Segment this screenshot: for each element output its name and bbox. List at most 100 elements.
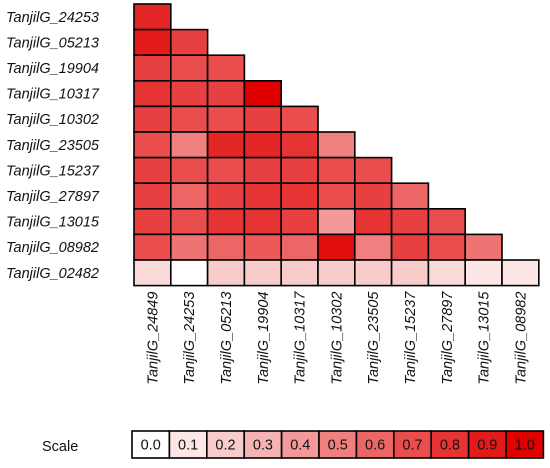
heatmap-cell [206,131,246,159]
heatmap-cell [243,208,282,236]
row-label: TanjilG_02482 [6,266,99,282]
heatmap-cell [280,105,319,133]
column-label: TanjilG_23505 [366,291,382,385]
heatmap-cell [206,156,246,185]
scale-swatch [505,430,545,459]
heatmap-cell [353,156,393,185]
heatmap-cell [353,259,393,287]
heatmap-cell [280,259,319,287]
scale-swatch [467,430,507,459]
heatmap-cell [133,259,172,287]
heatmap-cell [427,233,466,261]
heatmap-cell [133,208,172,236]
heatmap-cell [464,233,503,261]
heatmap-cell [390,182,430,210]
heatmap-cell [353,208,393,236]
heatmap-cell [206,208,246,236]
heatmap-cell [317,208,356,236]
heatmap-cell [427,208,466,236]
scale-tick-label: 1.0 [515,438,535,454]
heatmap-cell [427,259,466,287]
row-label: TanjilG_19904 [6,61,99,77]
scale-tick-label: 0.0 [141,438,161,454]
heatmap-cell [170,233,209,261]
heatmap-cell [170,54,209,82]
heatmap-cell [133,156,172,185]
scale-tick-label: 0.4 [290,438,310,454]
row-label: TanjilG_24253 [6,10,99,26]
row-label: TanjilG_27897 [6,189,100,205]
heatmap-cell [280,131,319,159]
heatmap-cell [133,182,172,210]
heatmap-cell [353,182,393,210]
heatmap-cell [243,233,282,261]
heatmap-cell [390,259,430,287]
scale-swatch [206,430,246,459]
scale-swatch [131,430,171,459]
scale-tick-label: 0.9 [477,438,497,454]
heatmap-cell [170,208,209,236]
row-label: TanjilG_13015 [6,215,100,231]
heatmap-cell [280,233,319,261]
heatmap-cell [390,208,430,236]
column-label: TanjilG_15237 [403,291,419,385]
heatmap-cell [170,28,209,57]
scale-swatch [168,430,208,459]
heatmap-cell [133,80,172,108]
scale-tick-label: 0.5 [328,438,348,454]
column-label: TanjilG_08982 [513,292,529,385]
heatmap-cell [317,182,356,210]
heatmap-cell [206,259,246,287]
heatmap-cell [206,80,246,108]
column-label: TanjilG_05213 [219,292,235,385]
row-label: TanjilG_10302 [6,112,99,128]
scale-tick-label: 0.8 [440,438,460,454]
heatmap-cell [317,233,356,261]
heatmap-cell [133,105,172,133]
heatmap-cell [280,182,319,210]
heatmap-cell [206,233,246,261]
heatmap-cell [243,105,282,133]
heatmap-cell [464,259,503,287]
scale-tick-label: 0.1 [178,438,198,454]
scale-title: Scale [42,439,78,455]
scale-swatch [280,430,320,459]
heatmap-cell [133,3,172,31]
row-label: TanjilG_05213 [6,35,99,51]
heatmap-cell [243,80,282,108]
heatmap-cell [243,259,282,287]
heatmap-cell [170,105,209,133]
heatmap-cell [243,131,282,159]
heatmap-cell [206,105,246,133]
heatmap-cell [280,208,319,236]
heatmap-cell [170,131,209,159]
scale-tick-label: 0.6 [365,438,385,454]
column-label: TanjilG_27897 [440,291,456,385]
heatmap-cell [206,54,246,82]
row-labels: TanjilG_24253 TanjilG_05213 TanjilG_19904 T… [6,10,100,282]
scale-tick-label: 0.2 [215,438,235,454]
column-label: TanjilG_10302 [329,292,345,385]
heatmap-cell [170,182,209,210]
row-label: TanjilG_15237 [6,163,100,179]
column-labels: TanjilG_24849 TanjilG_24253 TanjilG_05213 T… [145,291,529,385]
heatmap-cell [133,131,172,159]
heatmap-cell [390,233,430,261]
heatmap-cell [133,54,172,82]
heatmap-cell [206,182,246,210]
heatmap-cell [133,233,172,261]
column-label: TanjilG_10317 [293,291,309,385]
column-label: TanjilG_24253 [182,292,198,385]
scale-tick-label: 0.7 [402,438,422,454]
scale-swatch [355,430,395,459]
heatmap-cell [170,156,209,185]
heatmap-cell [317,131,356,159]
color-scale: Scale 0.0 0.1 0.2 0.3 0.4 0.5 0.6 0.7 0.8 0.9 1.0 [42,430,545,459]
heatmap-cell [317,156,356,185]
scale-tick-label: 0.3 [253,438,273,454]
heatmap-cell [501,259,540,287]
heatmap-cell [170,259,209,287]
scale-swatch [430,430,470,459]
row-label: TanjilG_10317 [6,87,100,103]
